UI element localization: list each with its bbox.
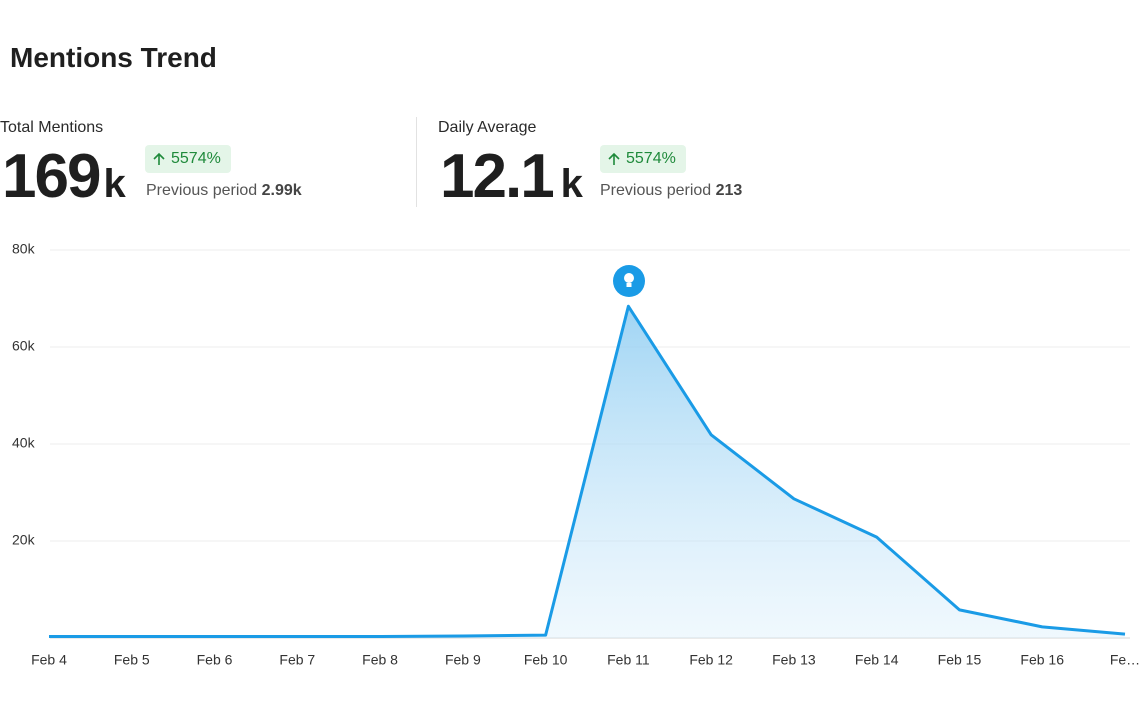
change-badge: 5574%	[145, 145, 231, 173]
x-tick-label: Feb 5	[114, 652, 150, 668]
previous-value: 213	[715, 182, 743, 199]
line	[49, 304, 1126, 639]
stat-number: 12.1	[440, 142, 555, 211]
change-badge: 5574%	[600, 145, 686, 173]
insight-marker[interactable]	[613, 265, 645, 297]
title: Mentions Trend	[10, 42, 217, 73]
change: 5574%	[626, 150, 676, 167]
x-tick-label: Feb 15	[938, 652, 982, 668]
stat-number: 169	[2, 142, 101, 211]
previous-value: 2.99k	[261, 182, 302, 199]
x-tick-label: Feb 10	[524, 652, 568, 668]
x-tick-label: Fe…	[1110, 652, 1140, 668]
up-arrow	[608, 152, 620, 165]
stat-unit: k	[103, 162, 126, 206]
stat-label: Total Mentions	[0, 119, 104, 136]
previous-label: Previous period	[600, 182, 712, 199]
x-tick-label: Feb 11	[607, 652, 650, 668]
x-tick-label: Feb 12	[689, 652, 733, 668]
previous: Previous period 213	[600, 182, 742, 200]
divider	[416, 117, 417, 207]
x-tick-label: Feb 6	[197, 652, 233, 668]
x-tick-label: Feb 16	[1020, 652, 1064, 668]
x-tick-label: Feb 14	[855, 652, 899, 668]
change: 5574%	[171, 150, 221, 167]
stat-value: 169 k	[2, 146, 126, 208]
x-tick-label: Feb 13	[772, 652, 816, 668]
x-tick-label: Feb 7	[279, 652, 315, 668]
up-arrow	[153, 152, 165, 165]
y-tick-label: 20k	[12, 532, 36, 548]
stat-value: 12.1 k	[440, 146, 583, 208]
y-tick-label: 40k	[12, 435, 36, 451]
x-tick-label: Feb 8	[362, 652, 398, 668]
x-tick-label: Feb 4	[31, 652, 67, 668]
stat-unit: k	[560, 162, 583, 206]
y-tick-label: 60k	[12, 338, 36, 354]
x-tick-label: Feb 9	[445, 652, 481, 668]
stat-label: Daily Average	[438, 119, 537, 136]
previous: Previous period 2.99k	[146, 182, 302, 200]
previous-label: Previous period	[146, 182, 258, 199]
y-tick-label: 80k	[12, 241, 36, 257]
